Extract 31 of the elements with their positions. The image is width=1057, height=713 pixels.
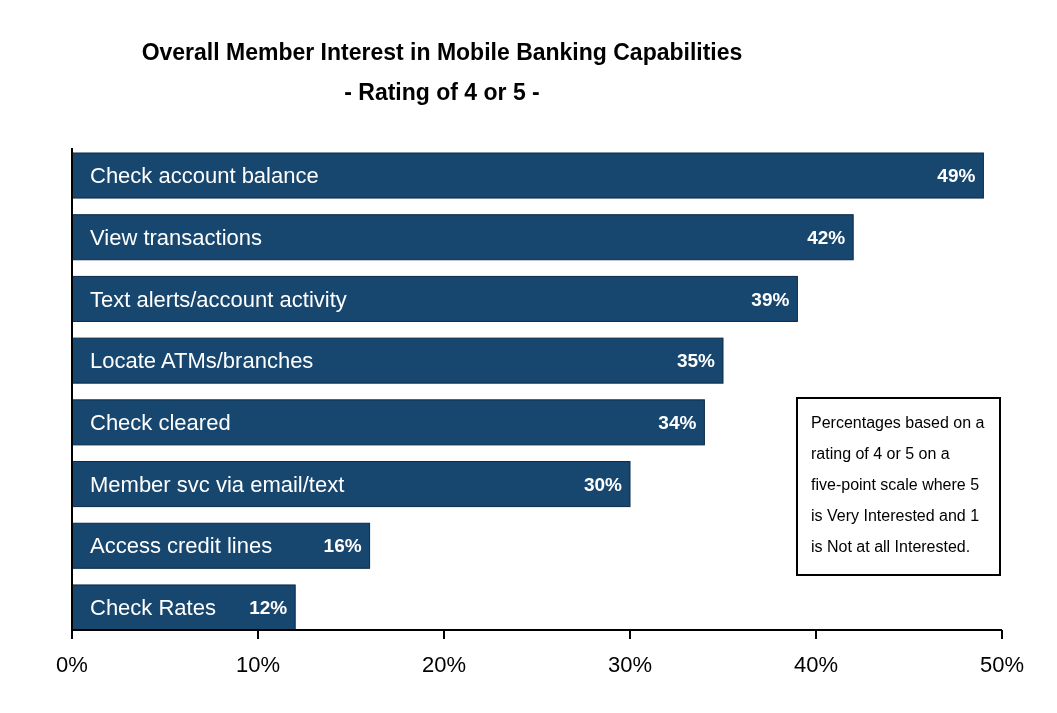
x-tick-label: 20% bbox=[421, 652, 467, 677]
data-label: 30% bbox=[583, 473, 623, 495]
bar bbox=[71, 461, 631, 508]
bar bbox=[71, 275, 798, 322]
x-tick-label: 50% bbox=[979, 652, 1025, 677]
y-tick-label: Access credit lines bbox=[90, 533, 273, 559]
y-tick-label: View transactions bbox=[90, 224, 263, 250]
data-label: 39% bbox=[751, 288, 790, 310]
y-tick-label: Check Rates bbox=[90, 595, 216, 621]
data-label: 49% bbox=[937, 165, 976, 187]
x-tick-label: 0% bbox=[56, 652, 88, 677]
data-label: 35% bbox=[676, 350, 716, 372]
x-tick-label: 30% bbox=[607, 652, 653, 677]
bar bbox=[71, 152, 984, 199]
y-tick-label: Check account balance bbox=[90, 163, 319, 189]
chart-title: Overall Member Interest in Mobile Banking Capabilities bbox=[141, 39, 743, 65]
x-tick-label: 40% bbox=[793, 652, 839, 677]
data-label: 16% bbox=[323, 535, 362, 557]
bar bbox=[71, 399, 705, 446]
data-label: 34% bbox=[658, 412, 697, 433]
x-tick-label: 10% bbox=[235, 652, 281, 677]
y-tick-label: Check cleared bbox=[90, 410, 231, 436]
y-tick-label: Text alerts/account activity bbox=[90, 286, 347, 312]
bar bbox=[71, 337, 724, 384]
bar bbox=[71, 214, 854, 261]
y-tick-label: Member svc via email/text bbox=[90, 471, 345, 497]
data-label: 12% bbox=[249, 597, 288, 619]
annotation: Percentages based on a rating of 4 or 5 on a five-point scale where 5 is Very Interested and 1 is Not at all Interested. bbox=[811, 414, 985, 555]
y-tick-label: Locate ATMs/branches bbox=[90, 348, 314, 374]
data-label: 42% bbox=[807, 226, 846, 248]
chart-subtitle: - Rating of 4 or 5 - bbox=[344, 79, 540, 105]
